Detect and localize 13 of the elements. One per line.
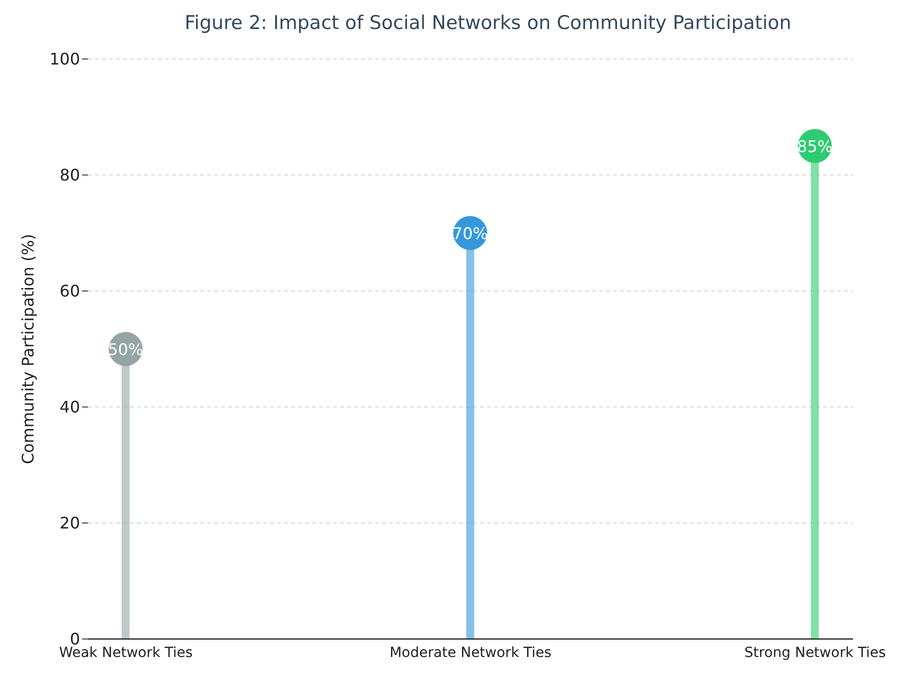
y-tick-label: 60 [60, 282, 80, 301]
y-tick-label: 20 [60, 514, 80, 533]
x-tick-label: Moderate Network Ties [390, 644, 552, 661]
chart-title: Figure 2: Impact of Social Networks on Community Participation [184, 11, 792, 36]
x-tick-label: Weak Network Ties [59, 644, 193, 661]
data-label: 70% [452, 224, 488, 243]
y-tick-label: 80 [60, 166, 80, 185]
y-axis-title: Community Participation (%) [18, 234, 38, 464]
y-tick-label: 100 [49, 50, 80, 69]
data-label: 50% [108, 340, 144, 359]
data-label: 85% [797, 137, 833, 156]
y-tick-label: 40 [60, 398, 80, 417]
x-tick-label: Strong Network Ties [744, 644, 886, 661]
